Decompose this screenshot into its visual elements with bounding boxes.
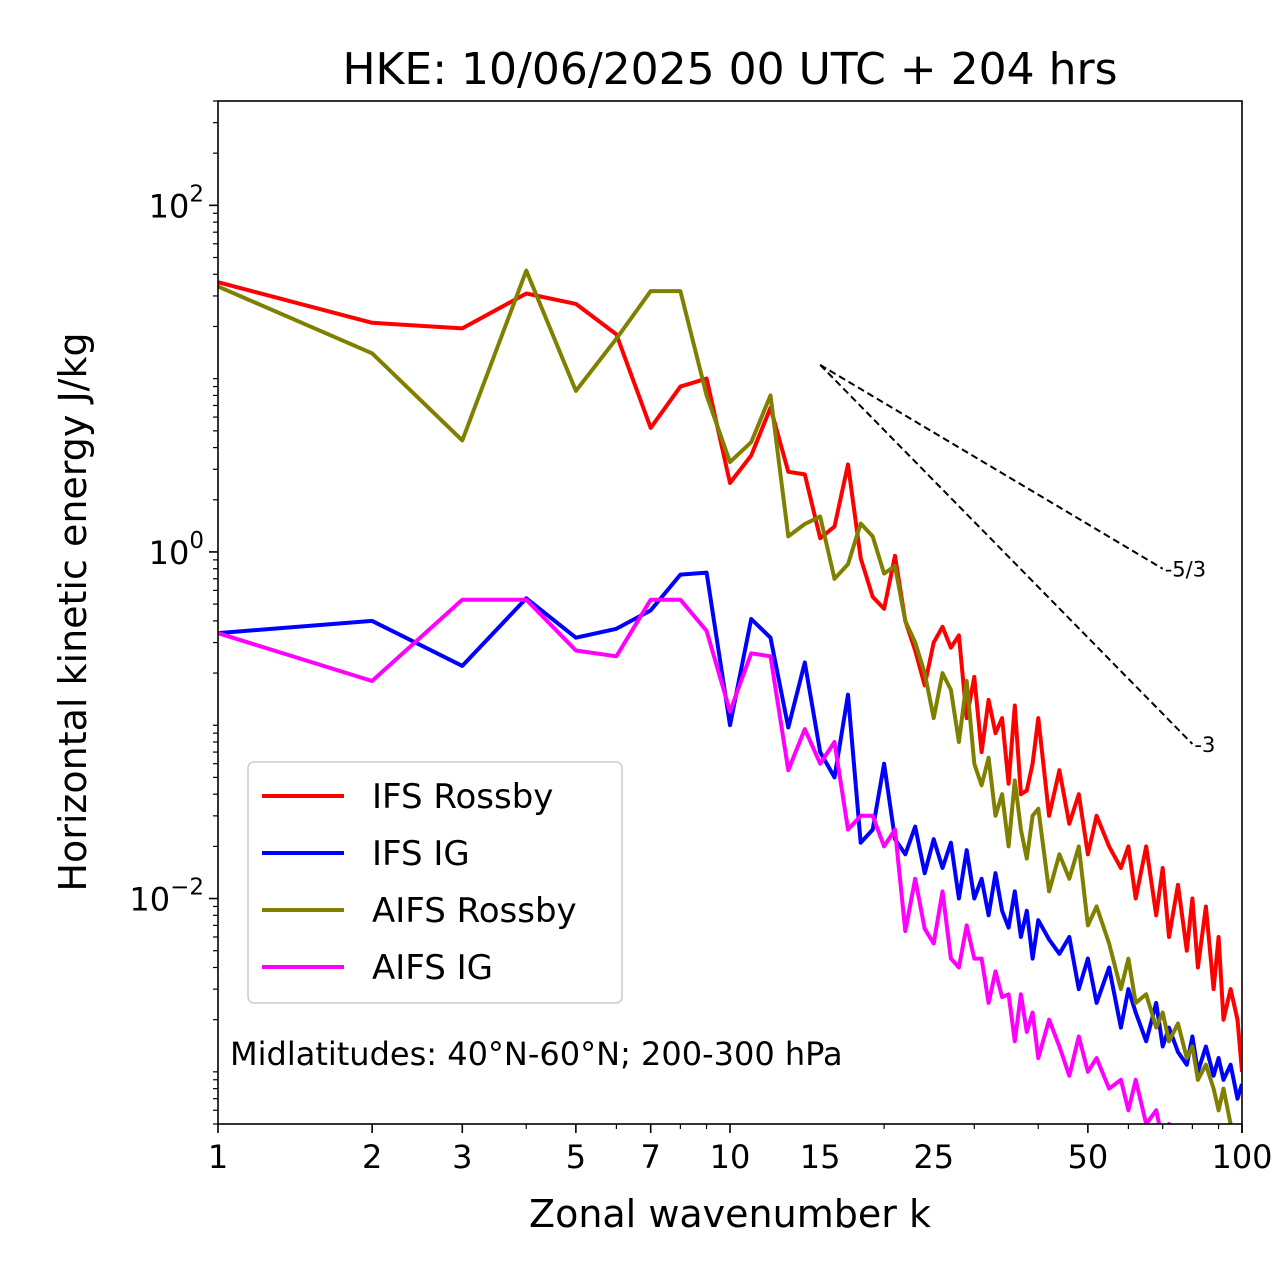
x-axis-label: Zonal wavenumber k: [529, 1192, 931, 1236]
y-axis-ticks: 102 100 10−2: [129, 100, 218, 1125]
y-tick-label: 102: [149, 181, 204, 225]
legend-box: [247, 761, 623, 1004]
x-tick-label: 100: [1211, 1138, 1272, 1176]
x-tick-label: 2: [362, 1138, 382, 1176]
x-tick-label: 7: [641, 1138, 661, 1176]
chart-title: HKE: 10/06/2025 00 UTC + 204 hrs: [342, 44, 1117, 95]
y-axis-label: Horizontal kinetic energy J/kg: [51, 332, 95, 891]
reference-slopes: -5/3 -3: [819, 364, 1215, 757]
series-layer: [218, 268, 1242, 1124]
legend-label-1: IFS IG: [372, 834, 470, 874]
reference-slope-label-0: -5/3: [1165, 558, 1206, 582]
series-line-3: [218, 597, 1172, 1124]
x-axis-ticks: 1 2 3 5 7 10 15 25 50 100: [208, 1124, 1273, 1176]
x-tick-label: 50: [1068, 1138, 1109, 1176]
x-tick-label: 5: [566, 1138, 586, 1176]
legend-label-2: AIFS Rossby: [372, 891, 577, 931]
y-tick-label: 100: [149, 528, 204, 572]
reference-slope-line-1: [819, 364, 1194, 745]
region-annotation: Midlatitudes: 40°N-60°N; 200-300 hPa: [230, 1035, 843, 1073]
reference-slope-label-1: -3: [1194, 733, 1215, 757]
reference-slope-line-0: [819, 364, 1164, 570]
legend: IFS Rossby IFS IG AIFS Rossby AIFS IG: [247, 761, 623, 1004]
x-axis-label-text: Zonal wavenumber k: [529, 1192, 931, 1236]
x-tick-label: 10: [710, 1138, 751, 1176]
y-tick-label: 10−2: [129, 875, 204, 919]
legend-items: IFS Rossby IFS IG AIFS Rossby AIFS IG: [262, 777, 577, 988]
x-tick-label: 1: [208, 1138, 228, 1176]
series-line-2: [218, 268, 1234, 1124]
series-line-0: [218, 280, 1242, 1072]
y-axis-label-text: Horizontal kinetic energy J/kg: [51, 332, 95, 891]
x-tick-label: 15: [800, 1138, 841, 1176]
x-tick-label: 25: [913, 1138, 954, 1176]
legend-label-3: AIFS IG: [372, 948, 493, 988]
legend-label-0: IFS Rossby: [372, 777, 553, 817]
x-tick-label: 3: [452, 1138, 472, 1176]
